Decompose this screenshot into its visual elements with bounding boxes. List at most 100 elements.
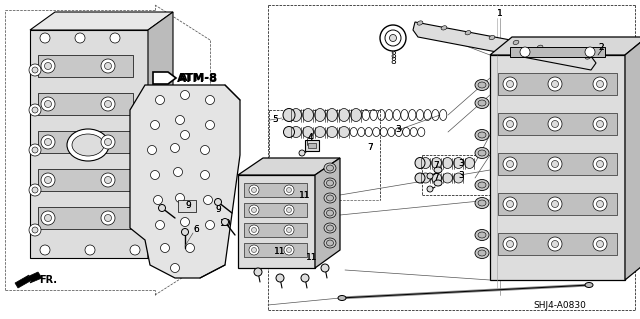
Polygon shape — [238, 175, 315, 268]
Ellipse shape — [465, 31, 471, 35]
Circle shape — [29, 224, 41, 236]
Circle shape — [252, 227, 257, 233]
Polygon shape — [153, 72, 176, 84]
Ellipse shape — [326, 108, 337, 122]
Circle shape — [147, 145, 157, 154]
Circle shape — [284, 205, 294, 215]
Circle shape — [45, 176, 51, 183]
Ellipse shape — [442, 173, 452, 183]
Circle shape — [506, 80, 513, 87]
Polygon shape — [148, 12, 173, 258]
Circle shape — [41, 173, 55, 187]
Text: 11: 11 — [275, 248, 285, 256]
Ellipse shape — [326, 180, 333, 186]
Polygon shape — [490, 55, 625, 280]
Circle shape — [596, 241, 604, 248]
Polygon shape — [315, 158, 340, 268]
Ellipse shape — [315, 127, 325, 137]
Circle shape — [41, 97, 55, 111]
Circle shape — [252, 248, 257, 253]
Circle shape — [506, 160, 513, 167]
Circle shape — [548, 237, 562, 251]
Ellipse shape — [431, 158, 442, 168]
Ellipse shape — [324, 193, 336, 203]
Circle shape — [32, 107, 38, 113]
Circle shape — [32, 227, 38, 233]
Circle shape — [200, 145, 209, 154]
Ellipse shape — [454, 173, 463, 183]
Circle shape — [29, 64, 41, 76]
Ellipse shape — [434, 180, 442, 186]
Circle shape — [249, 225, 259, 235]
Bar — [498, 113, 617, 135]
Bar — [244, 183, 307, 197]
Circle shape — [321, 264, 329, 272]
Text: 7: 7 — [367, 144, 373, 152]
Text: 2: 2 — [598, 43, 604, 53]
Ellipse shape — [351, 108, 362, 122]
Circle shape — [548, 197, 562, 211]
Circle shape — [41, 135, 55, 149]
Circle shape — [249, 185, 259, 195]
Bar — [308, 143, 316, 148]
Circle shape — [287, 227, 291, 233]
Ellipse shape — [326, 195, 333, 201]
Ellipse shape — [303, 127, 314, 137]
Ellipse shape — [478, 100, 486, 106]
Circle shape — [520, 47, 530, 57]
Circle shape — [287, 248, 291, 253]
Bar — [178, 200, 196, 212]
Circle shape — [596, 121, 604, 128]
Circle shape — [301, 274, 309, 282]
Circle shape — [552, 121, 559, 128]
Text: 7: 7 — [433, 160, 439, 169]
Circle shape — [503, 197, 517, 211]
Circle shape — [205, 121, 214, 130]
Polygon shape — [15, 272, 42, 288]
Text: 11: 11 — [300, 190, 311, 199]
Circle shape — [214, 198, 221, 205]
Text: 11: 11 — [300, 190, 311, 199]
Circle shape — [593, 197, 607, 211]
Text: 3: 3 — [395, 125, 401, 135]
Polygon shape — [130, 85, 240, 278]
Circle shape — [154, 196, 163, 204]
Polygon shape — [625, 37, 640, 280]
Text: 11: 11 — [307, 253, 317, 262]
Circle shape — [41, 59, 55, 73]
Text: 6: 6 — [193, 225, 199, 234]
Circle shape — [182, 228, 189, 235]
Circle shape — [186, 243, 195, 253]
Circle shape — [593, 157, 607, 171]
Circle shape — [552, 80, 559, 87]
Circle shape — [284, 245, 294, 255]
Ellipse shape — [537, 45, 543, 49]
Circle shape — [110, 33, 120, 43]
Text: 9: 9 — [185, 201, 191, 210]
Circle shape — [85, 245, 95, 255]
Ellipse shape — [478, 250, 486, 256]
Ellipse shape — [478, 150, 486, 156]
Circle shape — [596, 201, 604, 207]
Circle shape — [503, 77, 517, 91]
Ellipse shape — [513, 40, 519, 45]
Circle shape — [205, 220, 214, 229]
Circle shape — [503, 237, 517, 251]
Circle shape — [159, 204, 166, 211]
Bar — [510, 47, 605, 57]
Circle shape — [548, 117, 562, 131]
Circle shape — [284, 185, 294, 195]
Circle shape — [221, 219, 228, 226]
Circle shape — [101, 135, 115, 149]
Text: 7: 7 — [433, 174, 439, 182]
Ellipse shape — [326, 127, 337, 137]
Circle shape — [150, 170, 159, 180]
Circle shape — [427, 173, 433, 179]
Ellipse shape — [478, 200, 486, 206]
Ellipse shape — [475, 79, 489, 91]
Circle shape — [32, 147, 38, 153]
Circle shape — [40, 245, 50, 255]
Ellipse shape — [339, 127, 349, 137]
Circle shape — [32, 187, 38, 193]
Circle shape — [552, 241, 559, 248]
